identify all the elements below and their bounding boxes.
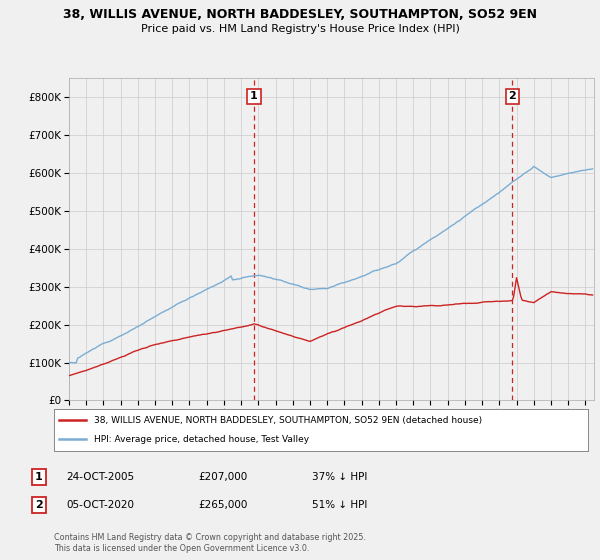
Text: 2: 2 <box>508 91 516 101</box>
Text: Contains HM Land Registry data © Crown copyright and database right 2025.
This d: Contains HM Land Registry data © Crown c… <box>54 533 366 553</box>
Text: £265,000: £265,000 <box>198 500 247 510</box>
Text: 38, WILLIS AVENUE, NORTH BADDESLEY, SOUTHAMPTON, SO52 9EN (detached house): 38, WILLIS AVENUE, NORTH BADDESLEY, SOUT… <box>94 416 482 424</box>
Text: 51% ↓ HPI: 51% ↓ HPI <box>312 500 367 510</box>
Text: Price paid vs. HM Land Registry's House Price Index (HPI): Price paid vs. HM Land Registry's House … <box>140 24 460 34</box>
Text: 05-OCT-2020: 05-OCT-2020 <box>66 500 134 510</box>
Text: 37% ↓ HPI: 37% ↓ HPI <box>312 472 367 482</box>
Text: 1: 1 <box>35 472 43 482</box>
Text: 2: 2 <box>35 500 43 510</box>
Text: HPI: Average price, detached house, Test Valley: HPI: Average price, detached house, Test… <box>94 435 309 444</box>
Text: £207,000: £207,000 <box>198 472 247 482</box>
Text: 38, WILLIS AVENUE, NORTH BADDESLEY, SOUTHAMPTON, SO52 9EN: 38, WILLIS AVENUE, NORTH BADDESLEY, SOUT… <box>63 8 537 21</box>
Text: 24-OCT-2005: 24-OCT-2005 <box>66 472 134 482</box>
Text: 1: 1 <box>250 91 258 101</box>
